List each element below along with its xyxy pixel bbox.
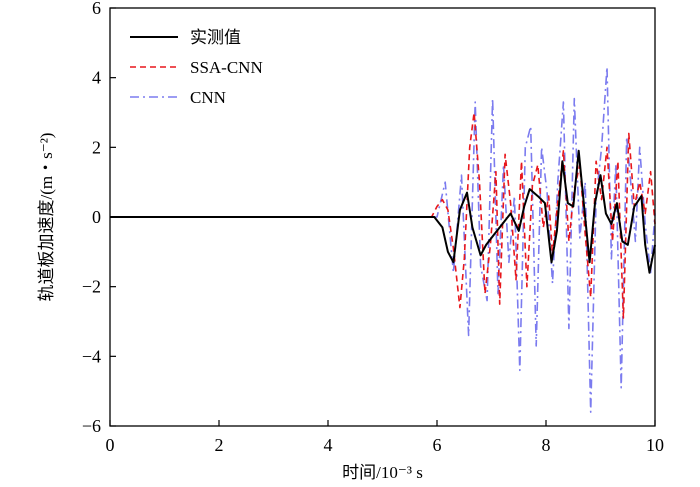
x-axis-label: 时间/10⁻³ s [342, 463, 423, 482]
legend-label-0: 实测值 [190, 28, 241, 47]
x-tick-label: 8 [542, 435, 551, 455]
ticks-layer: 0 2 4 6 8 10 −6 −4 −2 0 2 4 6 [82, 0, 664, 455]
y-tick-label: −4 [82, 346, 101, 366]
x-tick-label: 0 [106, 435, 115, 455]
series-line-0 [110, 149, 656, 274]
y-axis-label: 轨道板加速度/(m・s⁻²) [37, 133, 56, 302]
legend-label-1: SSA-CNN [190, 58, 263, 77]
x-tick-label: 4 [324, 435, 333, 455]
series-line-1 [110, 111, 656, 319]
y-tick-label: −6 [82, 416, 101, 436]
series-line-2 [110, 66, 656, 413]
legend-label-2: CNN [190, 88, 226, 107]
y-tick-label: 4 [92, 68, 101, 88]
y-tick-label: 0 [92, 207, 101, 227]
x-tick-label: 6 [433, 435, 442, 455]
x-tick-label: 10 [646, 435, 664, 455]
y-tick-label: 6 [92, 0, 101, 18]
y-tick-label: −2 [82, 277, 101, 297]
x-tick-label: 2 [215, 435, 224, 455]
y-tick-label: 2 [92, 137, 101, 157]
legend: 实测值 SSA-CNN CNN [130, 28, 263, 107]
series-layer [110, 66, 656, 413]
